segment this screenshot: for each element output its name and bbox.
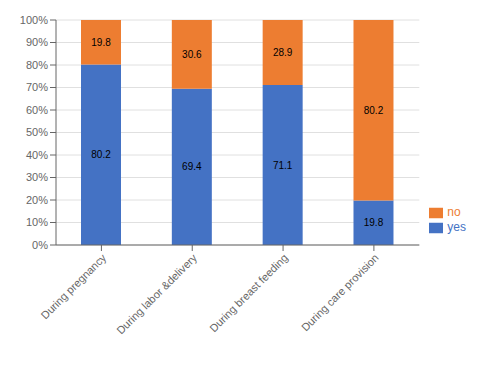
svg-text:40%: 40% (26, 149, 48, 161)
svg-text:28.9: 28.9 (273, 47, 293, 58)
svg-text:10%: 10% (26, 216, 48, 228)
svg-text:30.6: 30.6 (182, 49, 202, 60)
svg-text:71.1: 71.1 (273, 160, 293, 171)
svg-text:19.8: 19.8 (91, 37, 111, 48)
svg-text:80%: 80% (26, 59, 48, 71)
svg-text:During labor &delivery: During labor &delivery (114, 251, 199, 336)
svg-text:19.8: 19.8 (364, 217, 384, 228)
svg-text:During care provision: During care provision (299, 251, 381, 333)
svg-text:70%: 70% (26, 81, 48, 93)
html-text:no: no (447, 205, 461, 220)
svg-text:50%: 50% (26, 126, 48, 138)
svg-text:30%: 30% (26, 171, 48, 183)
svg-text:80.2: 80.2 (364, 105, 384, 116)
svg-text:During pregnancy: During pregnancy (38, 251, 108, 321)
html-text:yes: yes (447, 220, 466, 235)
svg-text:100%: 100% (20, 14, 48, 26)
svg-text:69.4: 69.4 (182, 161, 202, 172)
svg-text:0%: 0% (32, 239, 48, 251)
svg-text:60%: 60% (26, 104, 48, 116)
svg-text:During breast feeding: During breast feeding (207, 251, 290, 334)
svg-text:90%: 90% (26, 36, 48, 48)
svg-text:20%: 20% (26, 194, 48, 206)
svg-text:80.2: 80.2 (91, 149, 111, 160)
